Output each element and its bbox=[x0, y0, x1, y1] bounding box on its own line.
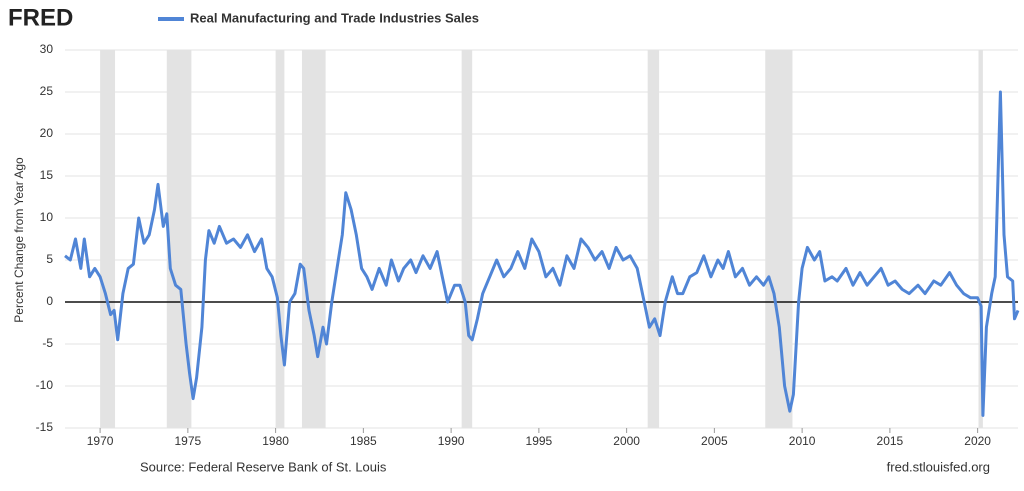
recession-band bbox=[166, 50, 192, 428]
source: Source: Federal Reserve Bank of St. Loui… bbox=[140, 459, 387, 474]
series-line bbox=[64, 90, 1020, 417]
brand-logo: FRED bbox=[8, 4, 73, 31]
recession-band bbox=[275, 50, 285, 428]
y-tick-label: 30 bbox=[40, 42, 54, 56]
recession-band bbox=[647, 50, 660, 428]
recession-band bbox=[461, 50, 473, 428]
x-tick-label: 2015 bbox=[877, 434, 904, 448]
y-tick-label: 5 bbox=[46, 252, 53, 266]
y-tick-label: 20 bbox=[40, 126, 54, 140]
x-tick-label: 2020 bbox=[964, 434, 991, 448]
legend-label: Real Manufacturing and Trade Industries … bbox=[190, 10, 479, 25]
x-tick-label: 2010 bbox=[789, 434, 816, 448]
y-tick-label: 10 bbox=[40, 210, 54, 224]
y-tick-label: -10 bbox=[36, 378, 54, 392]
x-tick-label: 1970 bbox=[87, 434, 114, 448]
y-tick-label: 25 bbox=[40, 84, 54, 98]
x-tick-label: 2005 bbox=[701, 434, 728, 448]
x-tick-label: 1985 bbox=[350, 434, 377, 448]
recession-band bbox=[100, 50, 116, 428]
x-tick-label: 1995 bbox=[526, 434, 553, 448]
y-tick-label: -5 bbox=[42, 336, 53, 350]
recession-band bbox=[978, 50, 983, 428]
x-tick-label: 1980 bbox=[262, 434, 289, 448]
recession-band bbox=[301, 50, 326, 428]
y-tick-label: -15 bbox=[36, 420, 54, 434]
site: fred.stlouisfed.org bbox=[887, 459, 990, 474]
recession-band bbox=[765, 50, 793, 428]
x-tick-label: 1975 bbox=[175, 434, 202, 448]
y-tick-label: 0 bbox=[46, 294, 53, 308]
x-tick-label: 2000 bbox=[613, 434, 640, 448]
x-tick-label: 1990 bbox=[438, 434, 465, 448]
y-tick-label: 15 bbox=[40, 168, 54, 182]
y-axis-label: Percent Change from Year Ago bbox=[12, 157, 26, 323]
